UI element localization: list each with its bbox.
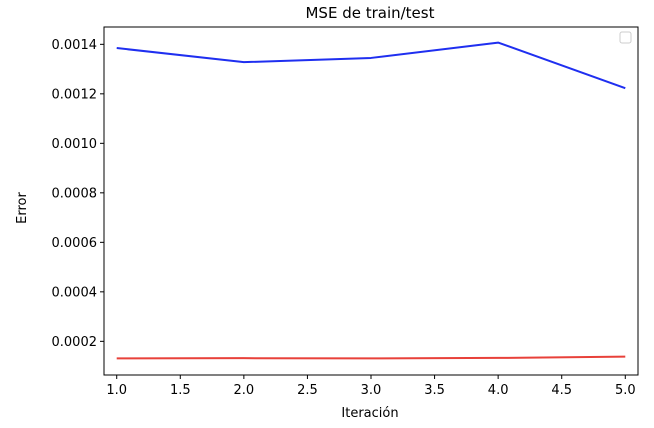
y-tick-label: 0.0012: [52, 87, 98, 102]
tick-layer: 1.0 1.5 2.0 2.5 3.0 3.5 4.0 4.5 5.0 0.0002 0.0004 0…: [52, 38, 636, 398]
series-line-1: [116, 41, 626, 90]
x-tick-label: 4.5: [551, 383, 572, 398]
y-tick-label: 0.0014: [52, 38, 98, 53]
x-tick-label: 2.0: [234, 383, 255, 398]
x-tick-label: 4.0: [488, 383, 509, 398]
y-axis-label: Error: [15, 192, 30, 224]
series-line-2: [116, 355, 626, 360]
chart-title: MSE de train/test: [305, 4, 434, 22]
y-tick-label: 0.0002: [52, 335, 98, 350]
y-tick-label: 0.0010: [52, 137, 98, 152]
x-tick-label: 1.5: [170, 383, 191, 398]
plot-frame: [103, 26, 639, 376]
series-layer: [116, 41, 626, 360]
x-tick-label: 1.0: [106, 383, 127, 398]
y-tick-label: 0.0006: [52, 236, 98, 251]
x-tick-label: 5.0: [615, 383, 636, 398]
x-tick-label: 3.0: [361, 383, 382, 398]
x-tick-label: 3.5: [424, 383, 445, 398]
y-tick-label: 0.0008: [52, 186, 98, 201]
x-tick-label: 2.5: [297, 383, 318, 398]
y-tick-label: 0.0004: [52, 285, 98, 300]
legend-box: [619, 31, 632, 44]
x-axis-label: Iteración: [341, 406, 398, 421]
